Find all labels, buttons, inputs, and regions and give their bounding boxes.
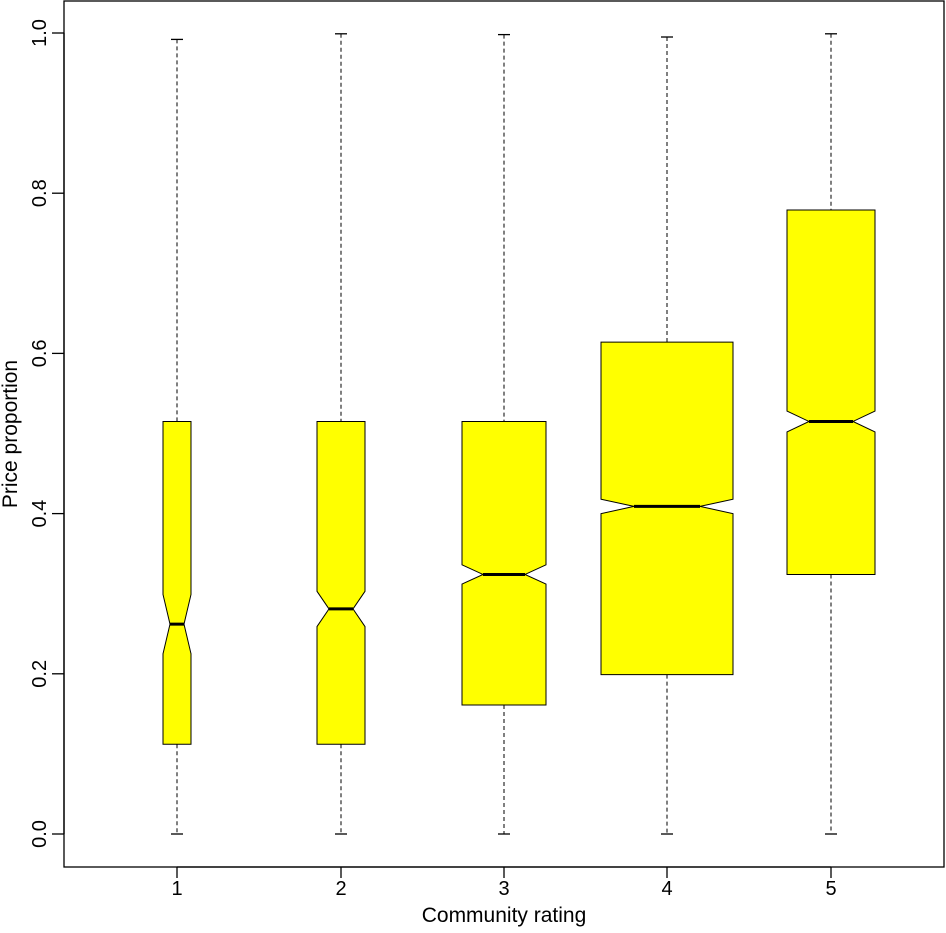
x-axis: 1 2 3 4 5 — [171, 866, 837, 900]
x-tick-label: 3 — [498, 878, 509, 900]
notched-box — [786, 209, 876, 575]
x-tick-label: 2 — [335, 878, 346, 900]
y-tick-label: 0.4 — [29, 500, 51, 528]
x-axis-title: Community rating — [422, 904, 587, 927]
box-5 — [786, 33, 876, 835]
box-2 — [316, 33, 366, 835]
box-1 — [162, 38, 192, 835]
y-axis: 0.0 0.2 0.4 0.6 0.8 1.0 — [29, 19, 65, 848]
notched-box — [162, 420, 192, 745]
x-tick-label: 1 — [171, 878, 182, 900]
notched-box — [316, 420, 366, 745]
notched-box — [461, 420, 547, 706]
notched-box — [600, 341, 734, 676]
y-tick-label: 0.2 — [29, 660, 51, 688]
box-3 — [461, 33, 547, 835]
x-tick-label: 4 — [661, 878, 672, 900]
y-tick-label: 0.6 — [29, 339, 51, 367]
y-tick-label: 0.8 — [29, 179, 51, 207]
boxes-layer — [162, 33, 876, 835]
y-tick-label: 1.0 — [29, 19, 51, 47]
y-axis-title: Price proportion — [0, 360, 22, 508]
x-tick-label: 5 — [825, 878, 836, 900]
y-tick-label: 0.0 — [29, 820, 51, 848]
box-4 — [600, 36, 734, 835]
